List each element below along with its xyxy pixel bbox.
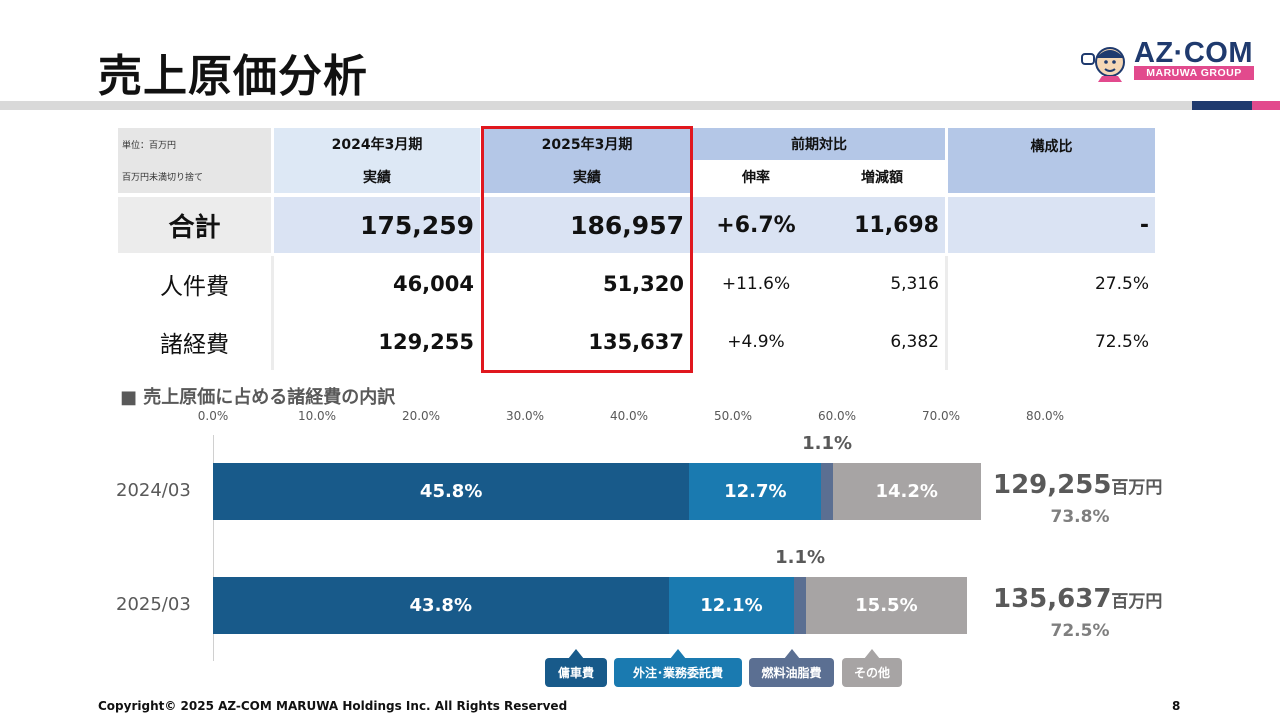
bar-segment: 43.8%: [213, 577, 669, 634]
row-share-percent: 73.8%: [1050, 507, 1110, 527]
legend-chartered-vehicle: 傭車費: [545, 649, 607, 687]
x-tick-label: 0.0%: [197, 409, 229, 423]
x-tick-label: 60.0%: [817, 409, 857, 423]
expenses-2024: 129,255: [378, 330, 474, 354]
x-tick-label: 40.0%: [609, 409, 649, 423]
title-rule: [0, 101, 1280, 110]
y-axis-line: [213, 435, 214, 661]
data-label: 1.1%: [775, 547, 826, 568]
header-2024-period: 2024年3月期: [274, 128, 480, 160]
x-tick-label: 80.0%: [1025, 409, 1065, 423]
legend-outsourcing: 外注･業務委託費: [614, 649, 742, 687]
unit-note-cell: 単位：百万円 百万円未満切り捨て: [118, 128, 271, 193]
x-tick-label: 70.0%: [921, 409, 961, 423]
bar-segment: [821, 463, 833, 520]
legend-label: 傭車費: [557, 666, 594, 680]
chart-title: ■ 売上原価に占める諸経費の内訳: [120, 387, 396, 408]
row-label-total: 合計: [118, 197, 271, 253]
row-total-amount: 135,637百万円: [993, 584, 1162, 614]
bar-segment: 12.1%: [668, 577, 795, 634]
total-rate: +6.7%: [693, 197, 819, 253]
expenses-rate: +4.9%: [727, 332, 785, 352]
expenses-ratio: 72.5%: [1094, 332, 1149, 352]
legend-label: 外注･業務委託費: [632, 666, 723, 680]
total-unit: 百万円: [1111, 478, 1163, 498]
x-tick-label: 20.0%: [401, 409, 441, 423]
bar-segment: [794, 577, 806, 634]
copyright: Copyright© 2025 AZ-COM MARUWA Holdings I…: [98, 699, 568, 713]
column-divider: [271, 256, 274, 370]
bar-segment: 14.2%: [832, 463, 981, 520]
header-yoy: 前期対比: [693, 128, 945, 160]
x-tick-label: 30.0%: [505, 409, 545, 423]
total-value: 135,637: [993, 584, 1112, 614]
truncation-note: 百万円未満切り捨て: [122, 173, 204, 184]
data-label: 1.1%: [802, 433, 853, 454]
page-number: 8: [1172, 699, 1181, 713]
row-share-percent: 72.5%: [1050, 621, 1110, 641]
total-value: 129,255: [993, 470, 1112, 500]
bar-segment: 45.8%: [213, 463, 690, 520]
legend-label: 燃料油脂費: [761, 666, 822, 680]
total-2025: 186,957: [484, 197, 690, 253]
unit-note: 単位：百万円: [122, 140, 177, 151]
rule-accent-navy: [1192, 101, 1252, 110]
header-ratio: 構成比: [948, 128, 1155, 193]
x-tick-label: 10.0%: [297, 409, 337, 423]
highlight-2025-column: [481, 126, 693, 373]
total-unit: 百万円: [1111, 592, 1163, 612]
expenses-diff: 6,382: [890, 332, 939, 352]
legend-label: その他: [853, 666, 890, 680]
rule-accent-pink: [1252, 101, 1280, 110]
personnel-rate: +11.6%: [721, 274, 791, 294]
row-label-personnel: 人件費: [160, 274, 229, 300]
personnel-2024: 46,004: [392, 272, 474, 296]
row-label-expenses: 諸経費: [160, 332, 229, 358]
column-divider: [945, 256, 948, 370]
logo-name: AZ·COM: [1134, 37, 1253, 69]
mascot-icon: [1081, 47, 1125, 82]
bar-segment: 12.7%: [689, 463, 822, 520]
legend-other: その他: [842, 649, 902, 687]
total-diff: 11,698: [819, 197, 945, 253]
y-category-label: 2025/03: [116, 594, 191, 615]
header-2025-actual: 実績: [484, 160, 690, 193]
header-2024-actual: 実績: [274, 160, 480, 193]
header-yoy-rate: 伸率: [742, 170, 770, 186]
header-2025-period: 2025年3月期: [484, 128, 690, 160]
logo-subtitle: MARUWA GROUP: [1134, 66, 1254, 80]
header-yoy-diff: 増減額: [861, 170, 903, 186]
page-title: 売上原価分析: [98, 51, 368, 102]
personnel-diff: 5,316: [890, 274, 939, 294]
y-category-label: 2024/03: [116, 480, 191, 501]
personnel-2025: 51,320: [602, 272, 684, 296]
x-tick-label: 50.0%: [713, 409, 753, 423]
bar-segment: 15.5%: [805, 577, 967, 634]
total-2024: 175,259: [274, 197, 480, 253]
personnel-ratio: 27.5%: [1094, 274, 1149, 294]
expenses-2025: 135,637: [588, 330, 684, 354]
legend-fuel: 燃料油脂費: [749, 649, 834, 687]
company-logo: AZ·COM MARUWA GROUP: [1080, 37, 1260, 82]
total-ratio: -: [948, 197, 1155, 253]
row-total-amount: 129,255百万円: [993, 470, 1162, 500]
